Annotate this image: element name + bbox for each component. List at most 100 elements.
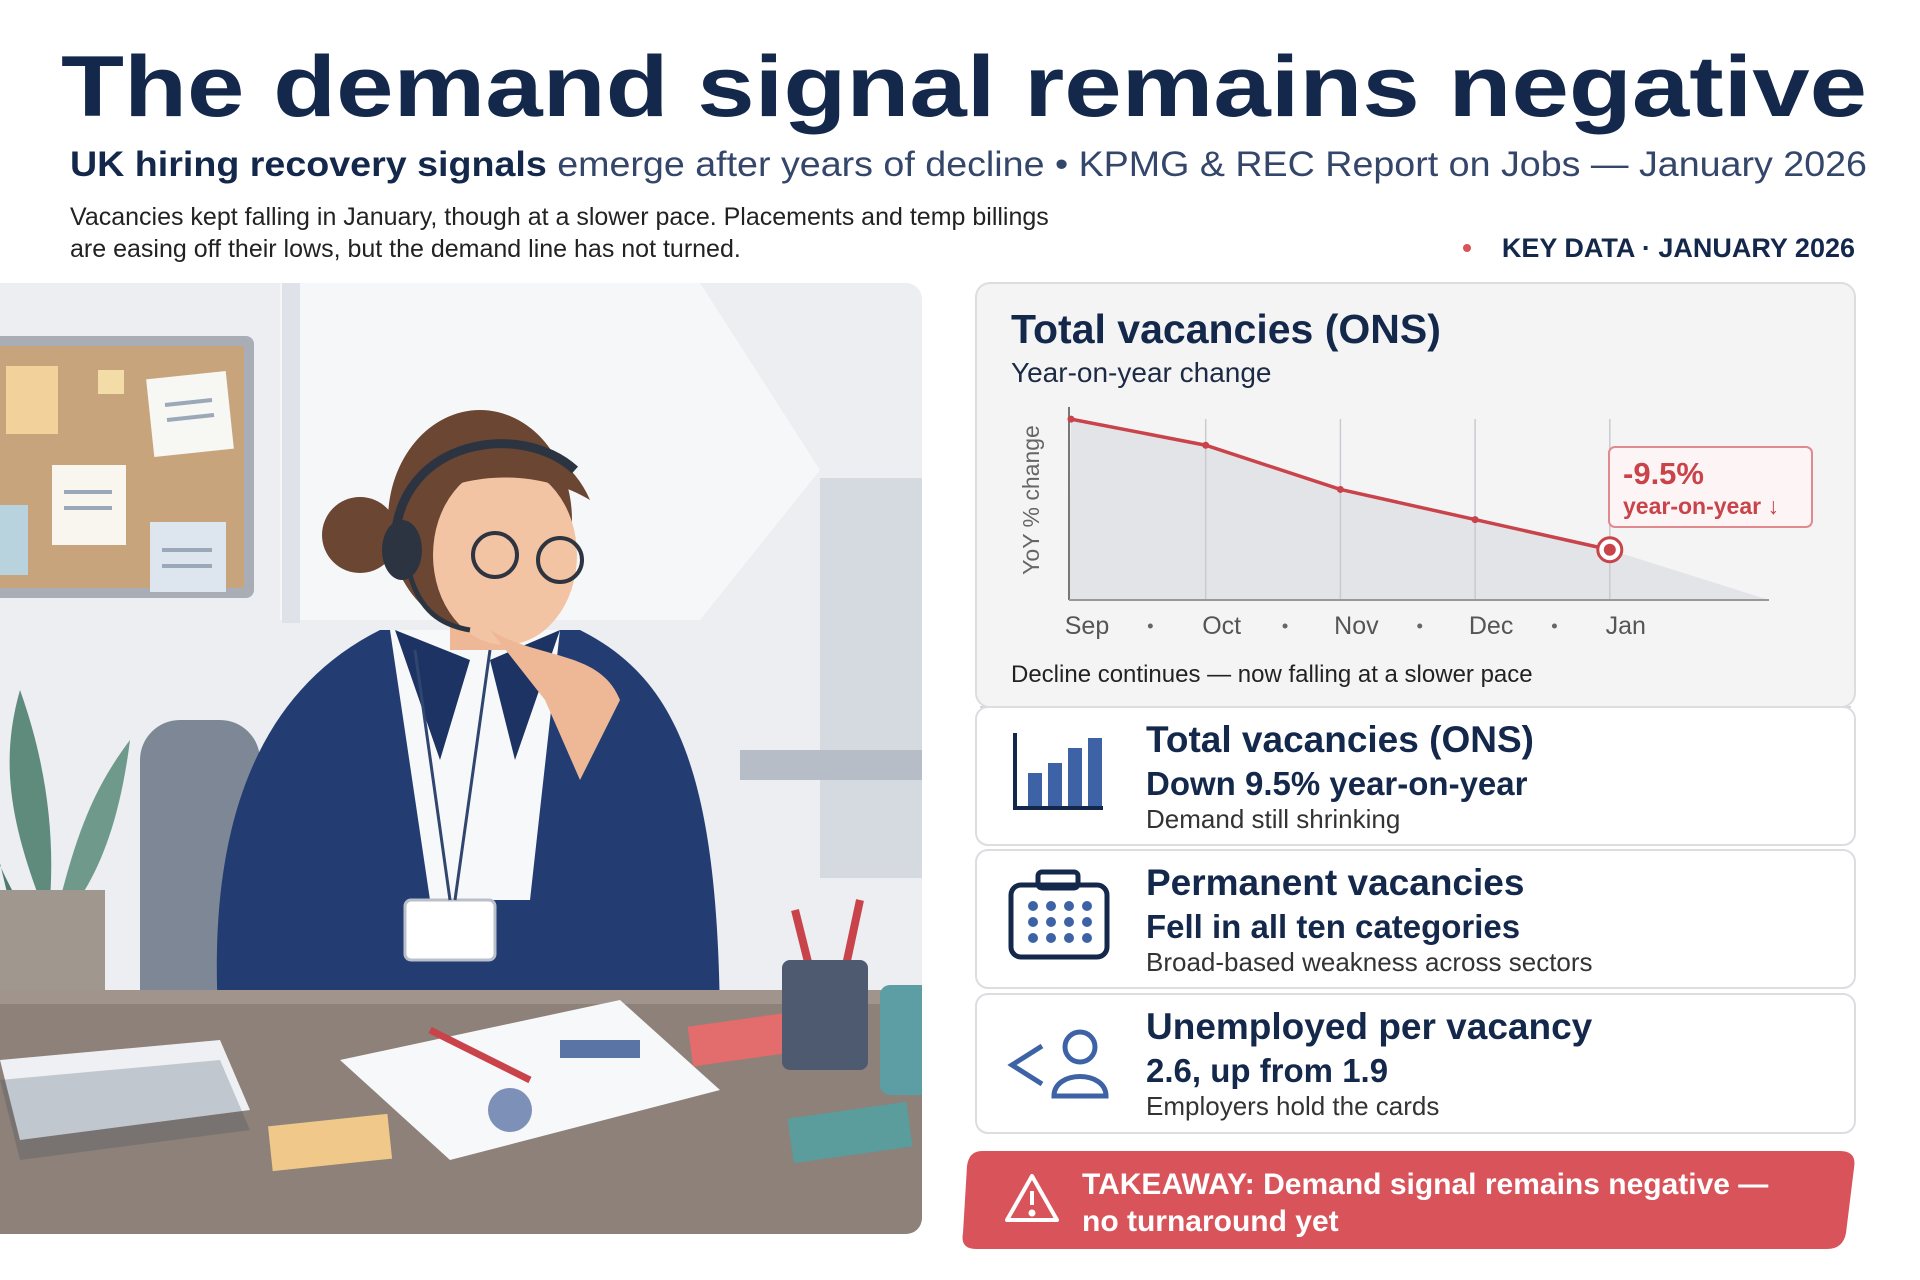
subtitle: UK hiring recovery signals emerge after … xyxy=(70,145,1867,184)
x-separator xyxy=(1282,623,1288,629)
icon-dot xyxy=(1082,901,1092,911)
headset-mic xyxy=(407,574,471,633)
paper-pie xyxy=(488,1088,532,1132)
illustration xyxy=(0,283,922,1234)
notebook xyxy=(0,1040,250,1140)
metric-card xyxy=(975,706,1856,846)
value-label: -9.5% xyxy=(1623,456,1704,491)
takeaway-text: TAKEAWAY: Demand signal remains negative… xyxy=(1082,1168,1768,1201)
data-point xyxy=(1603,543,1616,556)
shelf xyxy=(740,750,922,780)
data-point xyxy=(1067,415,1075,423)
x-tick-label: Oct xyxy=(1202,612,1241,640)
arm xyxy=(580,700,707,1000)
icon-dot xyxy=(1064,917,1074,927)
subtitle-lead: UK hiring recovery signals xyxy=(70,145,547,184)
icon-head xyxy=(1062,1029,1098,1065)
icon-dot xyxy=(1046,901,1056,911)
icon-handle xyxy=(1035,869,1081,891)
calendar-icon xyxy=(1008,869,1110,960)
icon-dot xyxy=(1082,933,1092,943)
takeaway-text: no turnaround yet xyxy=(1082,1205,1339,1238)
area-shade xyxy=(1069,419,1769,600)
icon-dot xyxy=(1028,901,1038,911)
wall-pillar xyxy=(282,283,300,623)
person-icon xyxy=(1007,1029,1109,1099)
data-point xyxy=(1336,485,1344,493)
plot: Sep Oct Nov Dec Jan -9.5%year-on-year ↓ xyxy=(1065,407,1813,640)
icon-bar xyxy=(1028,773,1042,806)
icon-body xyxy=(1008,882,1110,960)
card-title: Permanent vacancies xyxy=(1146,862,1524,903)
x-tick-label: Sep xyxy=(1065,612,1109,640)
icon-dot xyxy=(1028,917,1038,927)
chart-subtitle: Year-on-year change xyxy=(1011,357,1271,388)
x-separator xyxy=(1551,623,1557,629)
key-data-bullet xyxy=(1463,244,1471,252)
chart-caption: Decline continues — now falling at a slo… xyxy=(1011,661,1533,688)
card-headline: 2.6, up from 1.9 xyxy=(1146,1052,1388,1089)
card-title: Unemployed per vacancy xyxy=(1146,1006,1593,1047)
card-note: Employers hold the cards xyxy=(1146,1091,1439,1121)
icon-dot xyxy=(1064,901,1074,911)
bar-icon xyxy=(1013,733,1103,810)
warning-triangle xyxy=(1005,1174,1059,1222)
lanyard xyxy=(453,649,492,901)
x-tick-label: Jan xyxy=(1606,612,1646,640)
icon-bar xyxy=(1088,738,1102,806)
icon-bar xyxy=(1048,763,1062,806)
headset-band xyxy=(390,439,579,541)
pot xyxy=(0,890,105,1000)
card-headline: Down 9.5% year-on-year xyxy=(1146,765,1528,802)
desk-edge xyxy=(0,990,922,1004)
note-line xyxy=(164,398,213,407)
page-title: The demand signal remains negative xyxy=(61,39,1867,135)
notebook-shadow xyxy=(0,1060,250,1160)
pencil xyxy=(841,899,864,971)
description-line: Vacancies kept falling in January, thoug… xyxy=(70,203,1049,231)
x-tick-label: Nov xyxy=(1334,612,1379,640)
icon-shoulders xyxy=(1051,1074,1109,1099)
icon-dot xyxy=(1082,917,1092,927)
glasses xyxy=(471,531,519,579)
pen-cup xyxy=(782,960,868,1070)
note xyxy=(146,371,234,457)
card-headline: Fell in all ten categories xyxy=(1146,908,1520,945)
face xyxy=(433,465,577,645)
card-title: Total vacancies (ONS) xyxy=(1146,719,1534,760)
icon-dots xyxy=(1028,901,1092,943)
annotation-box xyxy=(1608,446,1813,528)
note xyxy=(150,522,226,592)
lanyard xyxy=(413,649,452,901)
warning-dot xyxy=(1028,1209,1036,1217)
subtitle-rest: emerge after years of decline • KPMG & R… xyxy=(557,145,1867,184)
y-axis-label: YoY % change xyxy=(1018,425,1044,575)
pen xyxy=(428,1026,532,1084)
description-line: are easing off their lows, but the deman… xyxy=(70,235,741,263)
leaf xyxy=(9,690,52,900)
note xyxy=(52,465,126,545)
x-separator xyxy=(1417,623,1423,629)
note-lines xyxy=(64,398,215,568)
headset-ear xyxy=(382,520,422,580)
note xyxy=(6,366,58,434)
note xyxy=(0,505,28,575)
warning-icon xyxy=(1005,1174,1059,1222)
note xyxy=(98,370,124,394)
shelf-block xyxy=(820,478,922,878)
paper-bars xyxy=(560,1040,640,1058)
note-line xyxy=(166,413,215,422)
chart-title: Total vacancies (ONS) xyxy=(1011,306,1441,352)
annotation-text: year-on-year ↓ xyxy=(1623,493,1779,519)
metric-card xyxy=(975,849,1856,989)
metric-card xyxy=(975,993,1856,1134)
x-tick-label: Dec xyxy=(1469,612,1513,640)
mug xyxy=(880,985,922,1095)
glasses xyxy=(536,536,584,584)
takeaway-banner xyxy=(962,1151,1855,1249)
icon-bar xyxy=(1068,748,1082,806)
hair-bun xyxy=(322,497,398,573)
sticky-pad xyxy=(687,1013,788,1067)
